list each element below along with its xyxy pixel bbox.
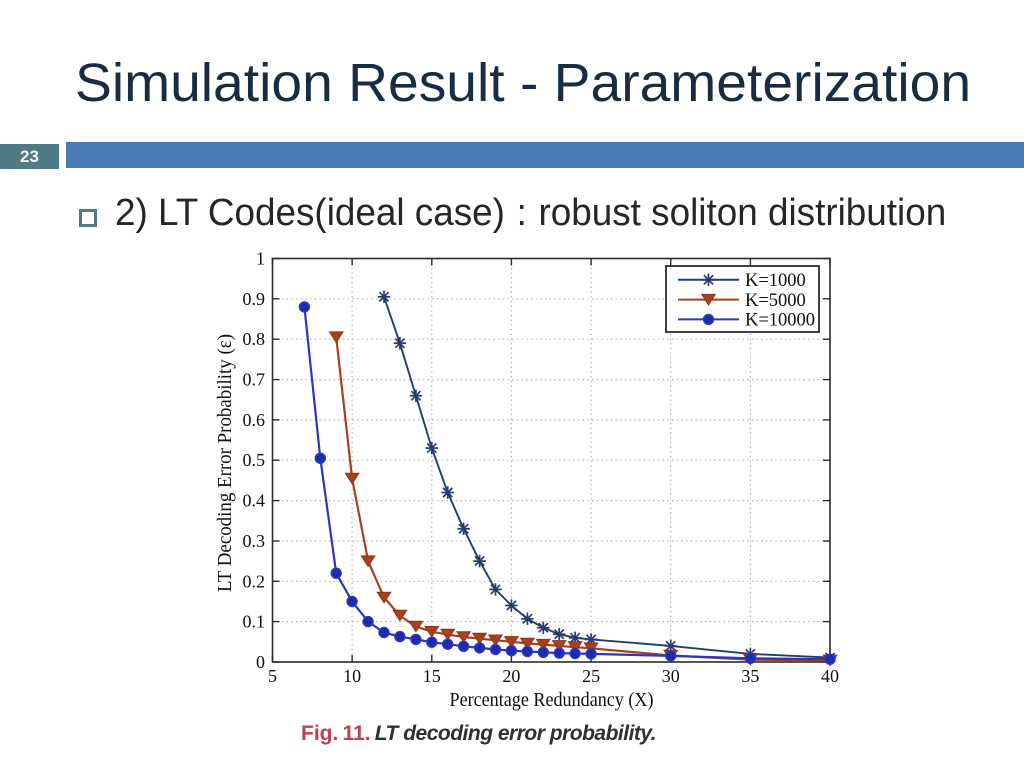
svg-text:0.1: 0.1	[243, 612, 266, 632]
svg-text:30: 30	[662, 666, 680, 686]
svg-text:K=10000: K=10000	[745, 311, 815, 331]
svg-text:5: 5	[268, 666, 277, 686]
svg-text:Percentage Redundancy (X): Percentage Redundancy (X)	[450, 689, 654, 711]
svg-text:K=1000: K=1000	[745, 271, 806, 291]
svg-text:0.9: 0.9	[243, 289, 266, 309]
svg-text:35: 35	[741, 666, 759, 686]
svg-text:1: 1	[256, 249, 265, 269]
svg-text:10: 10	[343, 666, 361, 686]
svg-text:K=5000: K=5000	[745, 291, 806, 311]
svg-text:20: 20	[502, 666, 520, 686]
svg-text:0.7: 0.7	[243, 370, 266, 390]
svg-text:0.6: 0.6	[243, 410, 266, 430]
svg-text:0.2: 0.2	[243, 571, 266, 591]
svg-text:40: 40	[821, 666, 839, 686]
svg-text:0.3: 0.3	[243, 531, 266, 551]
svg-text:0.8: 0.8	[243, 329, 266, 349]
svg-text:LT Decoding Error Probability: LT Decoding Error Probability (ε)	[215, 334, 236, 592]
svg-text:15: 15	[423, 666, 441, 686]
svg-text:0: 0	[256, 652, 265, 672]
svg-text:0.4: 0.4	[243, 491, 266, 511]
svg-text:0.5: 0.5	[243, 450, 266, 470]
svg-text:25: 25	[582, 666, 600, 686]
